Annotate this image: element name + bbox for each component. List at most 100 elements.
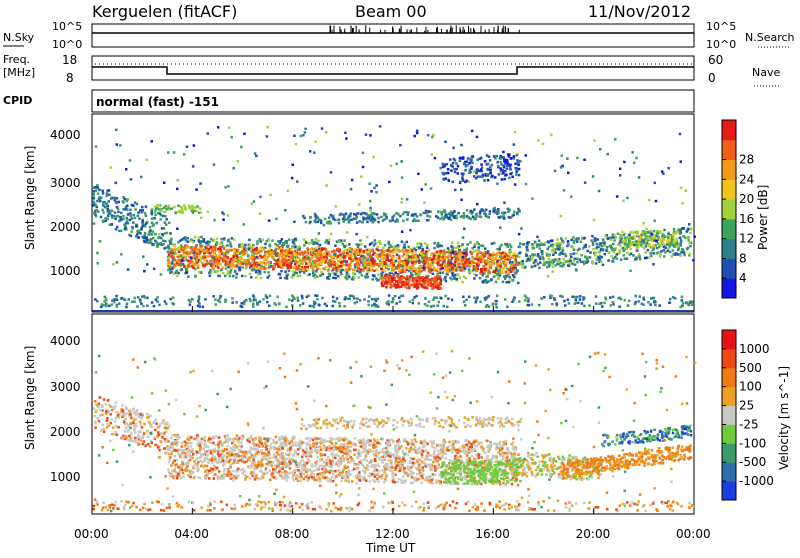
power-cell (313, 242, 316, 245)
power-cell (116, 143, 119, 146)
power-cell (192, 266, 195, 269)
power-cell (176, 188, 179, 191)
power-cell (398, 264, 401, 267)
power-cell (541, 253, 544, 256)
power-cell (571, 262, 574, 265)
power-cell (467, 243, 470, 246)
power-cell (255, 155, 258, 158)
power-cell (259, 268, 262, 271)
power-cell (316, 242, 319, 245)
power-ytick-4000: 4000 (50, 128, 81, 142)
power-cell (282, 258, 285, 261)
power-cell (653, 297, 656, 300)
power-cell (444, 211, 447, 214)
power-cell (287, 190, 290, 193)
power-cell (674, 297, 677, 300)
power-cell (395, 272, 398, 275)
power-cell (499, 265, 502, 268)
power-cell (563, 262, 566, 265)
power-cell (215, 303, 218, 306)
power-cell (672, 249, 675, 252)
velocity-cell (115, 425, 118, 428)
power-cell (620, 235, 623, 238)
power-cell (364, 245, 367, 248)
power-cell (362, 270, 365, 273)
power-cell (254, 249, 257, 252)
power-cell (619, 168, 622, 171)
power-cell (492, 210, 495, 213)
power-cell (373, 275, 376, 278)
power-cell (311, 251, 314, 254)
power-cell (325, 248, 328, 251)
power-cell (593, 219, 596, 222)
power-cell (590, 239, 593, 242)
power-cell (367, 251, 370, 254)
power-cell (624, 299, 627, 302)
power-cell (156, 207, 159, 210)
power-cell (505, 174, 508, 177)
power-cell (388, 277, 391, 280)
power-cell (185, 271, 188, 274)
power-cell (513, 264, 516, 267)
power-cell (185, 256, 188, 259)
power-cell (227, 256, 230, 259)
power-cell (630, 242, 633, 245)
power-cell (637, 300, 640, 303)
power-cell (497, 277, 500, 280)
power-cell (251, 258, 254, 261)
velocity-cell (161, 433, 164, 436)
power-cell (476, 256, 479, 259)
power-cell (167, 151, 170, 154)
power-cell (208, 248, 211, 251)
power-cell (432, 261, 435, 264)
power-cell (93, 190, 96, 193)
power-cell (570, 253, 573, 256)
power-cell (520, 227, 523, 230)
power-cell (679, 133, 682, 136)
power-cell (485, 279, 488, 282)
power-cell (146, 159, 149, 162)
power-cell (462, 179, 465, 182)
power-cell (223, 247, 226, 250)
power-cell (99, 200, 102, 203)
power-cell (102, 211, 105, 214)
power-cell (108, 194, 111, 197)
power-cell (407, 214, 410, 217)
power-cell (343, 215, 346, 218)
power-cell (319, 244, 322, 247)
power-cell (669, 245, 672, 248)
power-cell (200, 248, 203, 251)
power-cell (372, 156, 375, 159)
power-cell (141, 206, 144, 209)
power-cell (396, 250, 399, 253)
power-cell (207, 211, 210, 214)
power-cell (659, 304, 662, 307)
power-cell (686, 237, 689, 240)
power-cell (457, 274, 460, 277)
power-cell (358, 203, 361, 206)
power-cell (553, 299, 556, 302)
power-cell (629, 231, 632, 234)
power-cell (277, 259, 280, 262)
power-cell (466, 164, 469, 167)
power-cell (515, 173, 518, 176)
power-cell (318, 257, 321, 260)
power-cell (208, 252, 211, 255)
power-cell (406, 198, 409, 201)
power-cell (673, 253, 676, 256)
power-cell (447, 172, 450, 175)
power-cell (166, 232, 169, 235)
power-cell (279, 240, 282, 243)
power-cell (317, 266, 320, 269)
power-cell (231, 237, 234, 240)
power-cell (455, 217, 458, 220)
power-cell (279, 277, 282, 280)
power-cell (560, 237, 563, 240)
power-cell (104, 217, 107, 220)
power-cell (346, 278, 349, 281)
power-cell (465, 299, 468, 302)
power-cell (210, 255, 213, 258)
power-cell (171, 260, 174, 263)
power-cell (388, 243, 391, 246)
power-cell (406, 218, 409, 221)
